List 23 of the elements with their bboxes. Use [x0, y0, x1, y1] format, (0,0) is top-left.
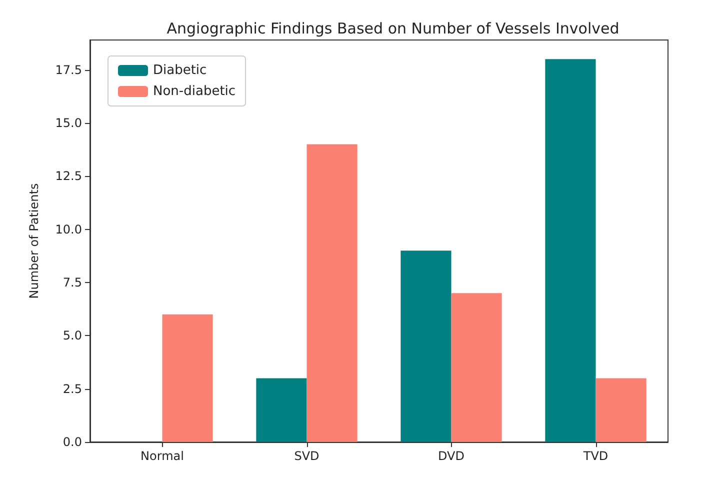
bar [400, 250, 452, 442]
x-tick-label: TVD [582, 449, 608, 463]
x-tick-label: DVD [438, 449, 464, 463]
x-tick-label: Normal [140, 449, 184, 463]
y-tick-label: 5.0 [62, 328, 82, 343]
y-axis-title: Number of Patients [27, 183, 41, 299]
y-tick-label: 17.5 [55, 62, 82, 77]
bar [596, 378, 646, 442]
bar [256, 378, 307, 442]
bar [451, 293, 502, 442]
y-tick-label: 10.0 [55, 222, 82, 236]
y-tick-label: 12.5 [55, 169, 82, 184]
x-tick-label: SVD [294, 449, 320, 463]
y-tick-label: 0.0 [62, 435, 82, 449]
legend-label: Non-diabetic [153, 84, 236, 99]
y-tick-label: 15.0 [55, 116, 82, 130]
bar [162, 314, 213, 442]
y-tick-label: 2.5 [62, 382, 82, 396]
y-tick-label: 7.5 [62, 275, 82, 290]
bar [306, 144, 358, 442]
chart-title: Angiographic Findings Based on Number of Vessels Involved [166, 20, 620, 38]
bar [545, 59, 596, 442]
legend-label: Diabetic [153, 63, 207, 78]
